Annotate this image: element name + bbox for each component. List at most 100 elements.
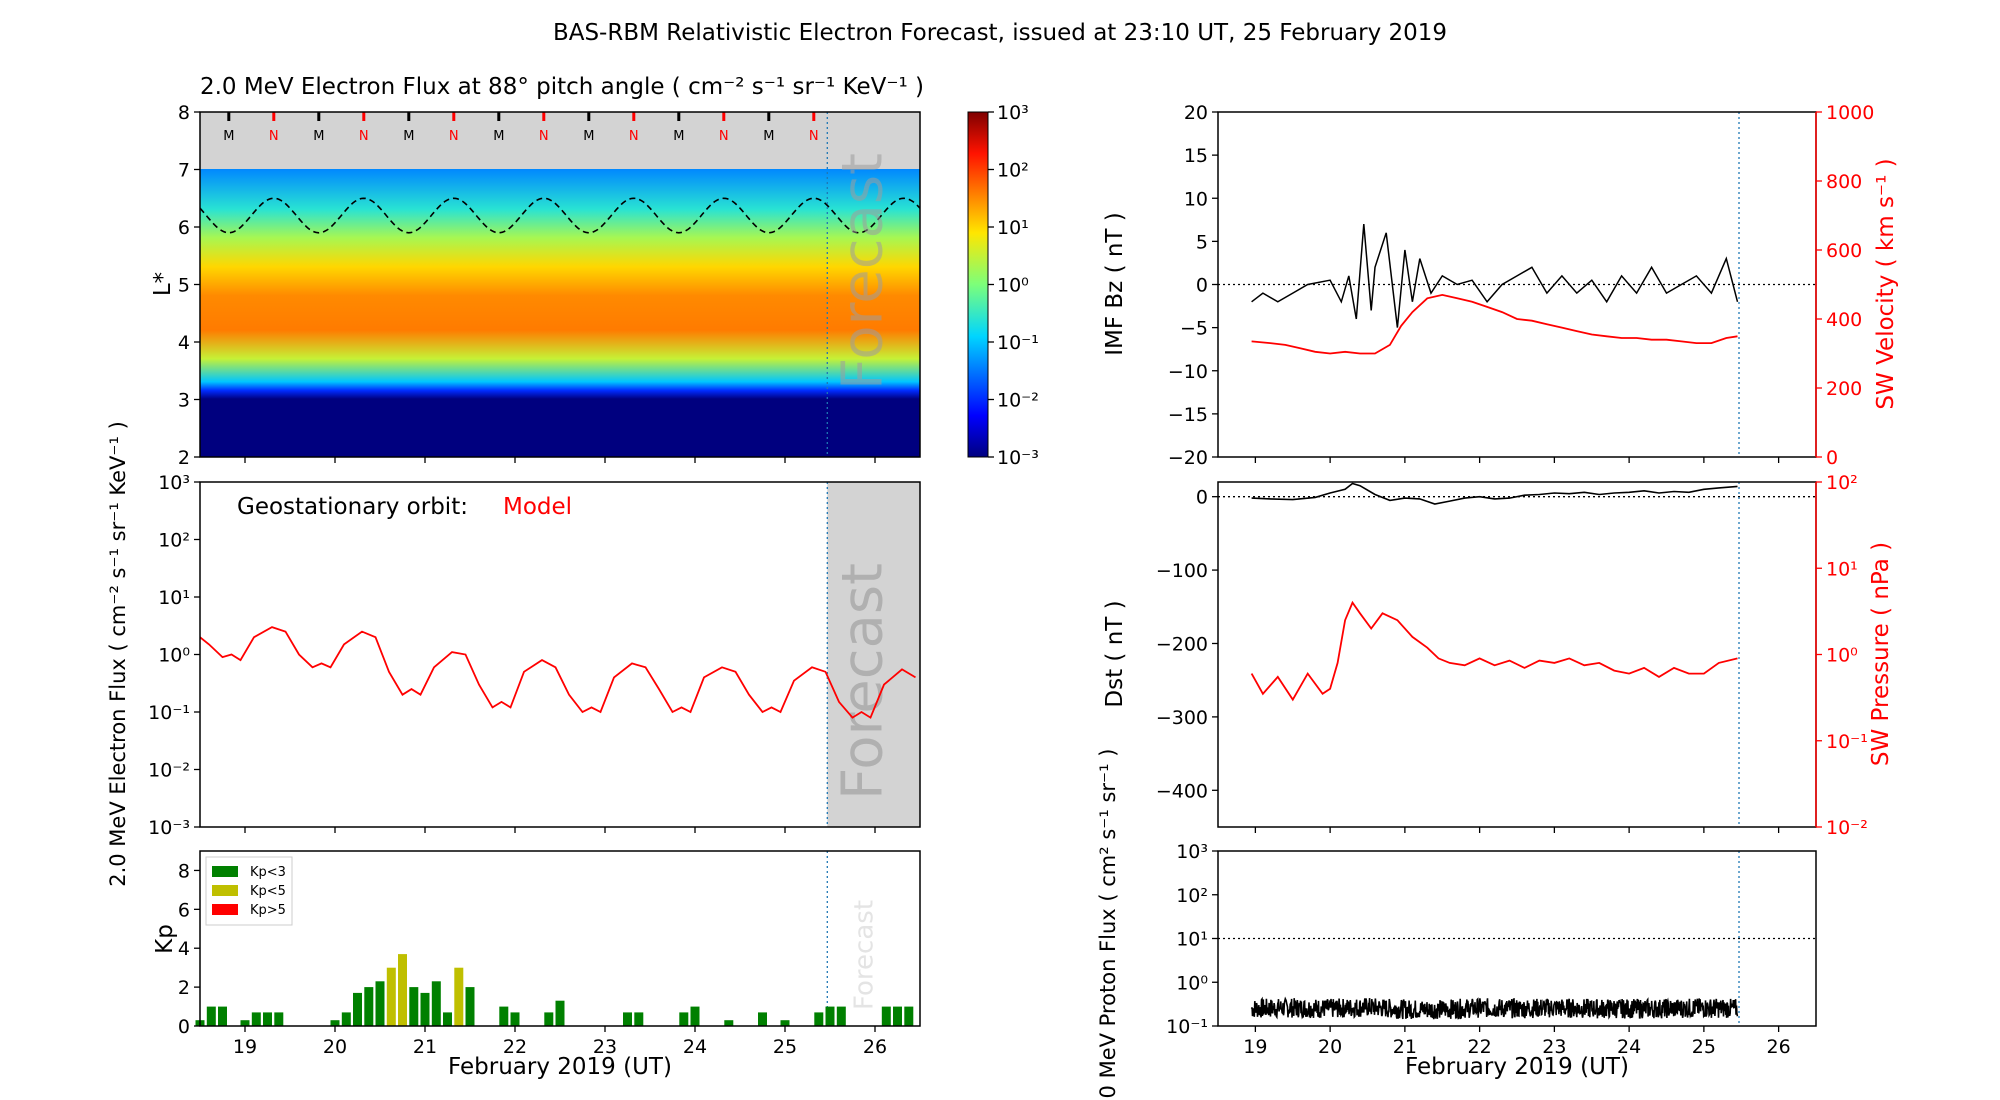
mlt-label-8: M xyxy=(583,129,594,144)
lstar-ylabel: L* xyxy=(150,272,176,296)
kp-bar xyxy=(240,1020,250,1026)
kp-bar xyxy=(904,1006,914,1026)
kp-legend-swatch xyxy=(212,885,238,896)
imf-y2tick-label: 1000 xyxy=(1826,102,1874,124)
mlt-label-3: N xyxy=(359,129,369,144)
mlt-label-12: M xyxy=(763,129,774,144)
dst-ytick-label: −100 xyxy=(1156,560,1208,582)
dst-y2tick-label: 10⁰ xyxy=(1826,645,1858,667)
geo-ytick-label: 10² xyxy=(158,530,190,552)
mlt-label-7: N xyxy=(539,129,549,144)
dst-y2label: SW Pressure ( nPa ) xyxy=(1868,542,1894,766)
proton-ytick-label: 10² xyxy=(1176,885,1208,907)
lstar-flux-band xyxy=(200,169,920,399)
kp-bar xyxy=(409,987,419,1026)
dst-y2tick-label: 10¹ xyxy=(1826,558,1858,580)
kp-ytick-label: 4 xyxy=(178,938,190,960)
dst-line xyxy=(1251,482,1738,505)
kp-bar xyxy=(454,967,464,1026)
kp-bar xyxy=(724,1020,734,1026)
proton-ytick-label: 10³ xyxy=(1176,841,1208,863)
kp-legend-swatch xyxy=(212,866,238,877)
imf-panel: −20 −15 −10 −5 0 5 10 15 20 0 200 400 600 800 1000 IM… xyxy=(1102,102,1899,469)
kp-bar xyxy=(353,992,362,1026)
lstar-title: 2.0 MeV Electron Flux at 88° pitch angle… xyxy=(200,74,924,100)
proton-xtick-label: 23 xyxy=(1542,1036,1566,1058)
kp-xtick-label: 23 xyxy=(593,1036,617,1058)
lstar-x-ticks xyxy=(244,457,876,463)
mlt-label-2: M xyxy=(313,129,324,144)
kp-xtick-label: 21 xyxy=(413,1036,437,1058)
kp-bar xyxy=(341,1012,351,1026)
kp-bar xyxy=(758,1012,767,1026)
proton-panel: 10⁻¹ 10⁰ 10¹ 10² 10³ 19 20 21 22 23 24 25 26 >10 Me… xyxy=(1096,749,1817,1100)
lstar-y-ticks: 2 3 4 5 6 7 8 xyxy=(178,102,200,469)
kp-bar xyxy=(679,1012,689,1026)
imf-ytick-label: 10 xyxy=(1184,188,1208,210)
proton-ytick-label: 10⁻¹ xyxy=(1166,1016,1208,1038)
proton-frame xyxy=(1217,850,1817,1027)
proton-x-ticks: 19 20 21 22 23 24 25 26 xyxy=(1243,1026,1791,1058)
kp-ytick-label: 2 xyxy=(178,977,190,999)
kp-bar xyxy=(814,1012,824,1026)
geo-model-line xyxy=(200,626,916,719)
kp-legend-label: Kp<5 xyxy=(250,884,286,899)
geo-annotation: Geostationary orbit: xyxy=(237,494,468,520)
dst-panel: −400 −300 −200 −100 0 10⁻² 10⁻¹ 10⁰ 10¹ 10² Dst … xyxy=(1102,472,1894,839)
kp-legend-label: Kp<3 xyxy=(250,865,286,880)
mlt-label-4: M xyxy=(403,129,414,144)
figure-title: BAS-RBM Relativistic Electron Forecast, … xyxy=(553,20,1447,46)
lstar-ytick-label: 5 xyxy=(178,275,190,297)
geo-frame xyxy=(199,481,921,828)
imf-ytick-label: −15 xyxy=(1168,404,1208,426)
proton-xtick-label: 19 xyxy=(1243,1036,1267,1058)
imf-ytick-label: 20 xyxy=(1184,102,1208,124)
dst-ytick-label: 0 xyxy=(1196,487,1208,509)
lstar-mlt-band xyxy=(200,112,920,169)
proton-xlabel: February 2019 (UT) xyxy=(1405,1054,1629,1080)
kp-ylabel: Kp xyxy=(152,924,178,954)
kp-bar xyxy=(398,954,407,1026)
lstar-dashed-contour xyxy=(200,197,920,234)
dst-ylabel: Dst ( nT ) xyxy=(1102,600,1128,707)
mlt-label-5: N xyxy=(449,129,459,144)
lstar-ytick-label: 6 xyxy=(178,217,190,239)
kp-bar xyxy=(893,1006,902,1026)
geo-ytick-label: 10⁻³ xyxy=(148,817,190,839)
kp-bar xyxy=(510,1012,520,1026)
geo-x-ticks xyxy=(244,827,876,833)
kp-y-ticks: 0 2 4 6 8 xyxy=(178,860,200,1038)
lstar-ytick-label: 4 xyxy=(178,332,190,354)
kp-x-ticks: 19 20 21 22 23 24 25 26 xyxy=(233,1026,887,1058)
colorbar-tick-label: 10⁰ xyxy=(997,275,1029,297)
dst-y2-ticks: 10⁻² 10⁻¹ 10⁰ 10¹ 10² xyxy=(1816,472,1868,839)
imf-ytick-label: 5 xyxy=(1196,231,1208,253)
lstar-panel: 2.0 MeV Electron Flux at 88° pitch angle… xyxy=(150,74,924,469)
imf-ytick-label: −20 xyxy=(1168,447,1208,469)
kp-bar xyxy=(881,1006,891,1026)
geo-ytick-label: 10⁻² xyxy=(148,760,190,782)
mlt-label-11: N xyxy=(719,129,729,144)
kp-xtick-label: 19 xyxy=(233,1036,257,1058)
proton-ytick-label: 10⁰ xyxy=(1176,972,1208,994)
proton-flux-line xyxy=(1250,996,1739,1020)
lstar-forecast-label: Forecast xyxy=(830,153,895,390)
proton-xtick-label: 26 xyxy=(1767,1036,1791,1058)
kp-bar xyxy=(263,1012,272,1026)
kp-forecast-label: Forecast xyxy=(849,900,879,1010)
kp-bar xyxy=(375,981,385,1026)
kp-xlabel: February 2019 (UT) xyxy=(448,1054,672,1080)
mlt-label-13: N xyxy=(809,129,819,144)
lstar-ytick-label: 7 xyxy=(178,160,190,182)
kp-bar xyxy=(386,967,396,1026)
kp-xtick-label: 25 xyxy=(773,1036,797,1058)
imf-ylabel: IMF Bz ( nT ) xyxy=(1102,212,1128,356)
kp-bar xyxy=(634,1012,644,1026)
geo-y-ticks: 10⁻³ 10⁻² 10⁻¹ 10⁰ 10¹ 10² 10³ xyxy=(148,472,200,839)
kp-legend: Kp<3 Kp<5 Kp>5 xyxy=(205,856,293,926)
proton-ytick-label: 10¹ xyxy=(1176,929,1208,951)
sw-pressure-line xyxy=(1250,600,1738,702)
kp-bar xyxy=(544,1012,554,1026)
